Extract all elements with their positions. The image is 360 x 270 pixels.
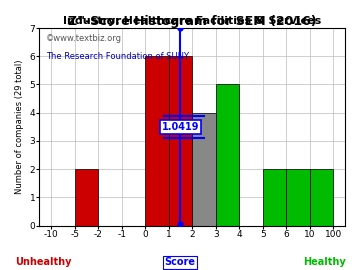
- Title: Z''-Score Histogram for SEM (2016): Z''-Score Histogram for SEM (2016): [68, 15, 316, 28]
- Bar: [75, 169, 98, 226]
- Text: Healthy: Healthy: [303, 257, 345, 267]
- Bar: [310, 169, 333, 226]
- Bar: [216, 85, 239, 226]
- Bar: [286, 169, 310, 226]
- Bar: [192, 113, 216, 226]
- Y-axis label: Number of companies (29 total): Number of companies (29 total): [15, 60, 24, 194]
- Text: Industry: Healthcare Facilities & Services: Industry: Healthcare Facilities & Servic…: [63, 16, 321, 26]
- Text: Score: Score: [165, 257, 195, 267]
- Bar: [263, 169, 286, 226]
- Text: The Research Foundation of SUNY: The Research Foundation of SUNY: [46, 52, 189, 61]
- Bar: [145, 56, 169, 226]
- Text: ©www.textbiz.org: ©www.textbiz.org: [46, 34, 122, 43]
- Text: 1.0419: 1.0419: [162, 122, 199, 132]
- Text: Unhealthy: Unhealthy: [15, 257, 71, 267]
- Bar: [169, 56, 192, 226]
